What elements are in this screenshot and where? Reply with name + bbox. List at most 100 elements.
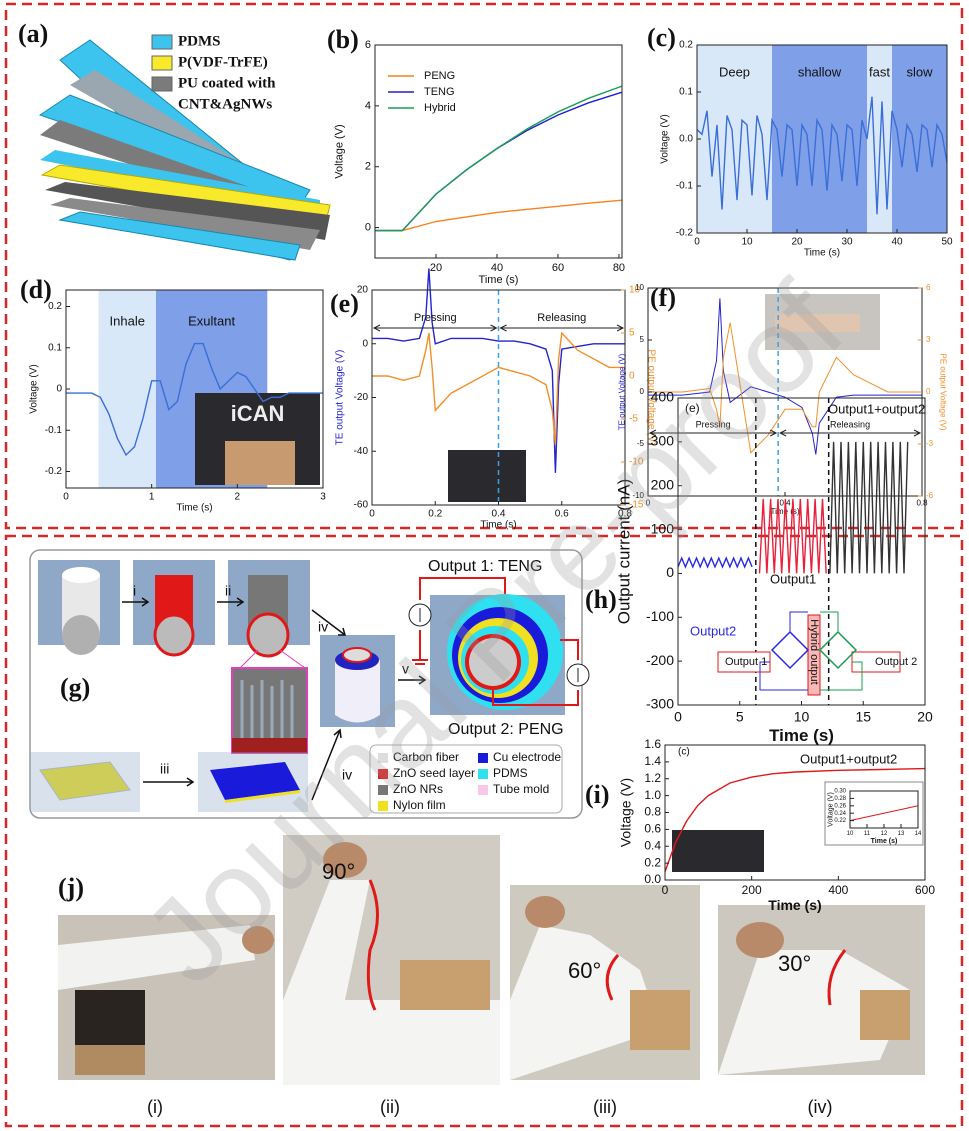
y-tick-label: 6 xyxy=(365,39,371,51)
x-tick-label: 0.8 xyxy=(618,509,632,520)
inset-photo xyxy=(448,450,526,502)
x-tick-label: 10 xyxy=(741,237,753,248)
y-tick-label: -100 xyxy=(646,608,674,624)
y-tick-label: 0.22 xyxy=(834,818,846,824)
annotation: Output 1 xyxy=(725,656,767,668)
chart: 0 200 400 600 0.0 0.2 0.4 0.6 0.8 1.0 1.2 1.4 1.6 Tim… xyxy=(585,737,935,913)
y-tick-label: 200 xyxy=(651,476,675,492)
x-tick-label: 60 xyxy=(552,262,564,274)
circuit-box xyxy=(807,614,821,696)
y2-tick-label: 0 xyxy=(629,371,635,382)
y-tick-label: -5 xyxy=(637,439,645,448)
step-label: iv xyxy=(318,619,328,635)
series-line xyxy=(648,298,922,455)
x-tick-label: 0.2 xyxy=(428,509,442,520)
x-tick-label: 0 xyxy=(646,498,651,507)
y-axis-label: Voltage (V) xyxy=(29,364,40,413)
arrow-head xyxy=(913,429,922,437)
legend: Carbon fiber ZnO seed layer ZnO NRs Nylon f… xyxy=(378,750,561,812)
phase-label: Pressing xyxy=(414,312,457,324)
y2-tick-label: -15 xyxy=(629,500,644,511)
y-tick-label: -20 xyxy=(354,392,369,403)
series-line xyxy=(375,91,623,232)
series-line xyxy=(372,331,625,445)
panel-label: (i) xyxy=(585,780,610,809)
x-axis-label: Time (s) xyxy=(804,248,840,259)
x-tick-label: 0 xyxy=(662,883,669,897)
step-label: iv xyxy=(342,767,352,783)
region-label: shallow xyxy=(798,64,842,79)
y-tick-label: -0.1 xyxy=(45,425,63,436)
series-line xyxy=(696,96,948,215)
legend-box xyxy=(369,744,563,814)
y-tick-label: 0.1 xyxy=(679,87,693,98)
series-line xyxy=(849,805,919,822)
x-axis-label: Time (s) xyxy=(480,520,516,531)
y2-tick-label: 6 xyxy=(926,283,931,292)
x-tick-label: 0.6 xyxy=(555,509,569,520)
y-tick-label: 0.1 xyxy=(48,342,62,353)
angle-label: 60° xyxy=(568,958,601,983)
panel-label: (c) xyxy=(647,23,676,52)
y-tick-label: 0.8 xyxy=(644,805,661,819)
legend-swatch xyxy=(378,753,388,763)
y-tick-label: 0 xyxy=(640,387,645,396)
y-tick-label: -0.2 xyxy=(676,228,694,239)
y2-tick-label: 3 xyxy=(926,335,931,344)
y-tick-label: 1.2 xyxy=(644,771,661,785)
y2-tick-label: -5 xyxy=(629,414,638,425)
arrow-head xyxy=(499,324,507,332)
y-tick-label: 0 xyxy=(56,384,62,395)
inset-background xyxy=(824,781,924,846)
legend-label: PU coated with xyxy=(178,75,276,91)
region-label: Exultant xyxy=(188,313,235,328)
y-tick-label: -10 xyxy=(632,491,644,500)
angle-label: 90° xyxy=(322,859,355,884)
y-axis-label: Voltage (V) xyxy=(660,114,671,163)
region-label: slow xyxy=(906,64,933,79)
y-tick-label: 0.0 xyxy=(679,134,693,145)
wire xyxy=(820,661,863,691)
series-line xyxy=(758,498,827,574)
y-tick-label: 2 xyxy=(365,161,371,173)
wire xyxy=(759,661,808,691)
panel-label: (h) xyxy=(585,585,617,614)
arrow-head xyxy=(616,324,625,332)
x-tick-label: 50 xyxy=(941,237,953,248)
y-tick-label: 0.26 xyxy=(834,803,846,809)
frame-top xyxy=(4,2,964,530)
phase-label: Releasing xyxy=(537,312,586,324)
y-tick-label: -0.1 xyxy=(676,181,694,192)
phase-label: Pressing xyxy=(696,419,731,429)
x-tick-label: 20 xyxy=(791,237,803,248)
x-tick-label: 5 xyxy=(736,708,744,724)
caption: (iv) xyxy=(808,1097,833,1117)
y-axis-label: TE output Voltage (V) xyxy=(335,350,346,446)
y-tick-label: -200 xyxy=(646,652,674,668)
y2-axis-label: PE output Voltage (V) xyxy=(939,354,948,431)
legend-label: ZnO NRs xyxy=(393,782,443,796)
x-tick-label: 400 xyxy=(828,883,848,897)
region-label: fast xyxy=(869,64,890,79)
arrow-head xyxy=(779,429,787,437)
y-tick-label: 20 xyxy=(357,285,369,296)
legend-label: Cu electrode xyxy=(493,750,561,764)
annotation: Hybrid output xyxy=(808,619,820,684)
y-tick-label: 100 xyxy=(651,520,675,536)
inset-photo-part xyxy=(225,441,295,485)
x-tick-label: 20 xyxy=(917,708,933,724)
chart: 20 40 60 80 0 2 4 6 Time (s) Voltage (V) (b) PENG TE… xyxy=(327,25,625,286)
y-tick-label: 0 xyxy=(362,338,368,349)
frame-bottom xyxy=(4,534,964,1128)
legend-label: Nylon film xyxy=(393,798,446,812)
x-tick-label: 20 xyxy=(430,262,442,274)
y-tick-label: 4 xyxy=(365,100,371,112)
y-tick-label: 0 xyxy=(666,564,674,580)
legend-swatch xyxy=(378,785,388,795)
caption: (ii) xyxy=(380,1097,400,1117)
legend-label: P(VDF-TrFE) xyxy=(178,54,268,70)
y2-tick-label: 0 xyxy=(926,387,931,396)
arrow-head xyxy=(769,429,778,437)
panel-label: (d) xyxy=(20,275,52,304)
